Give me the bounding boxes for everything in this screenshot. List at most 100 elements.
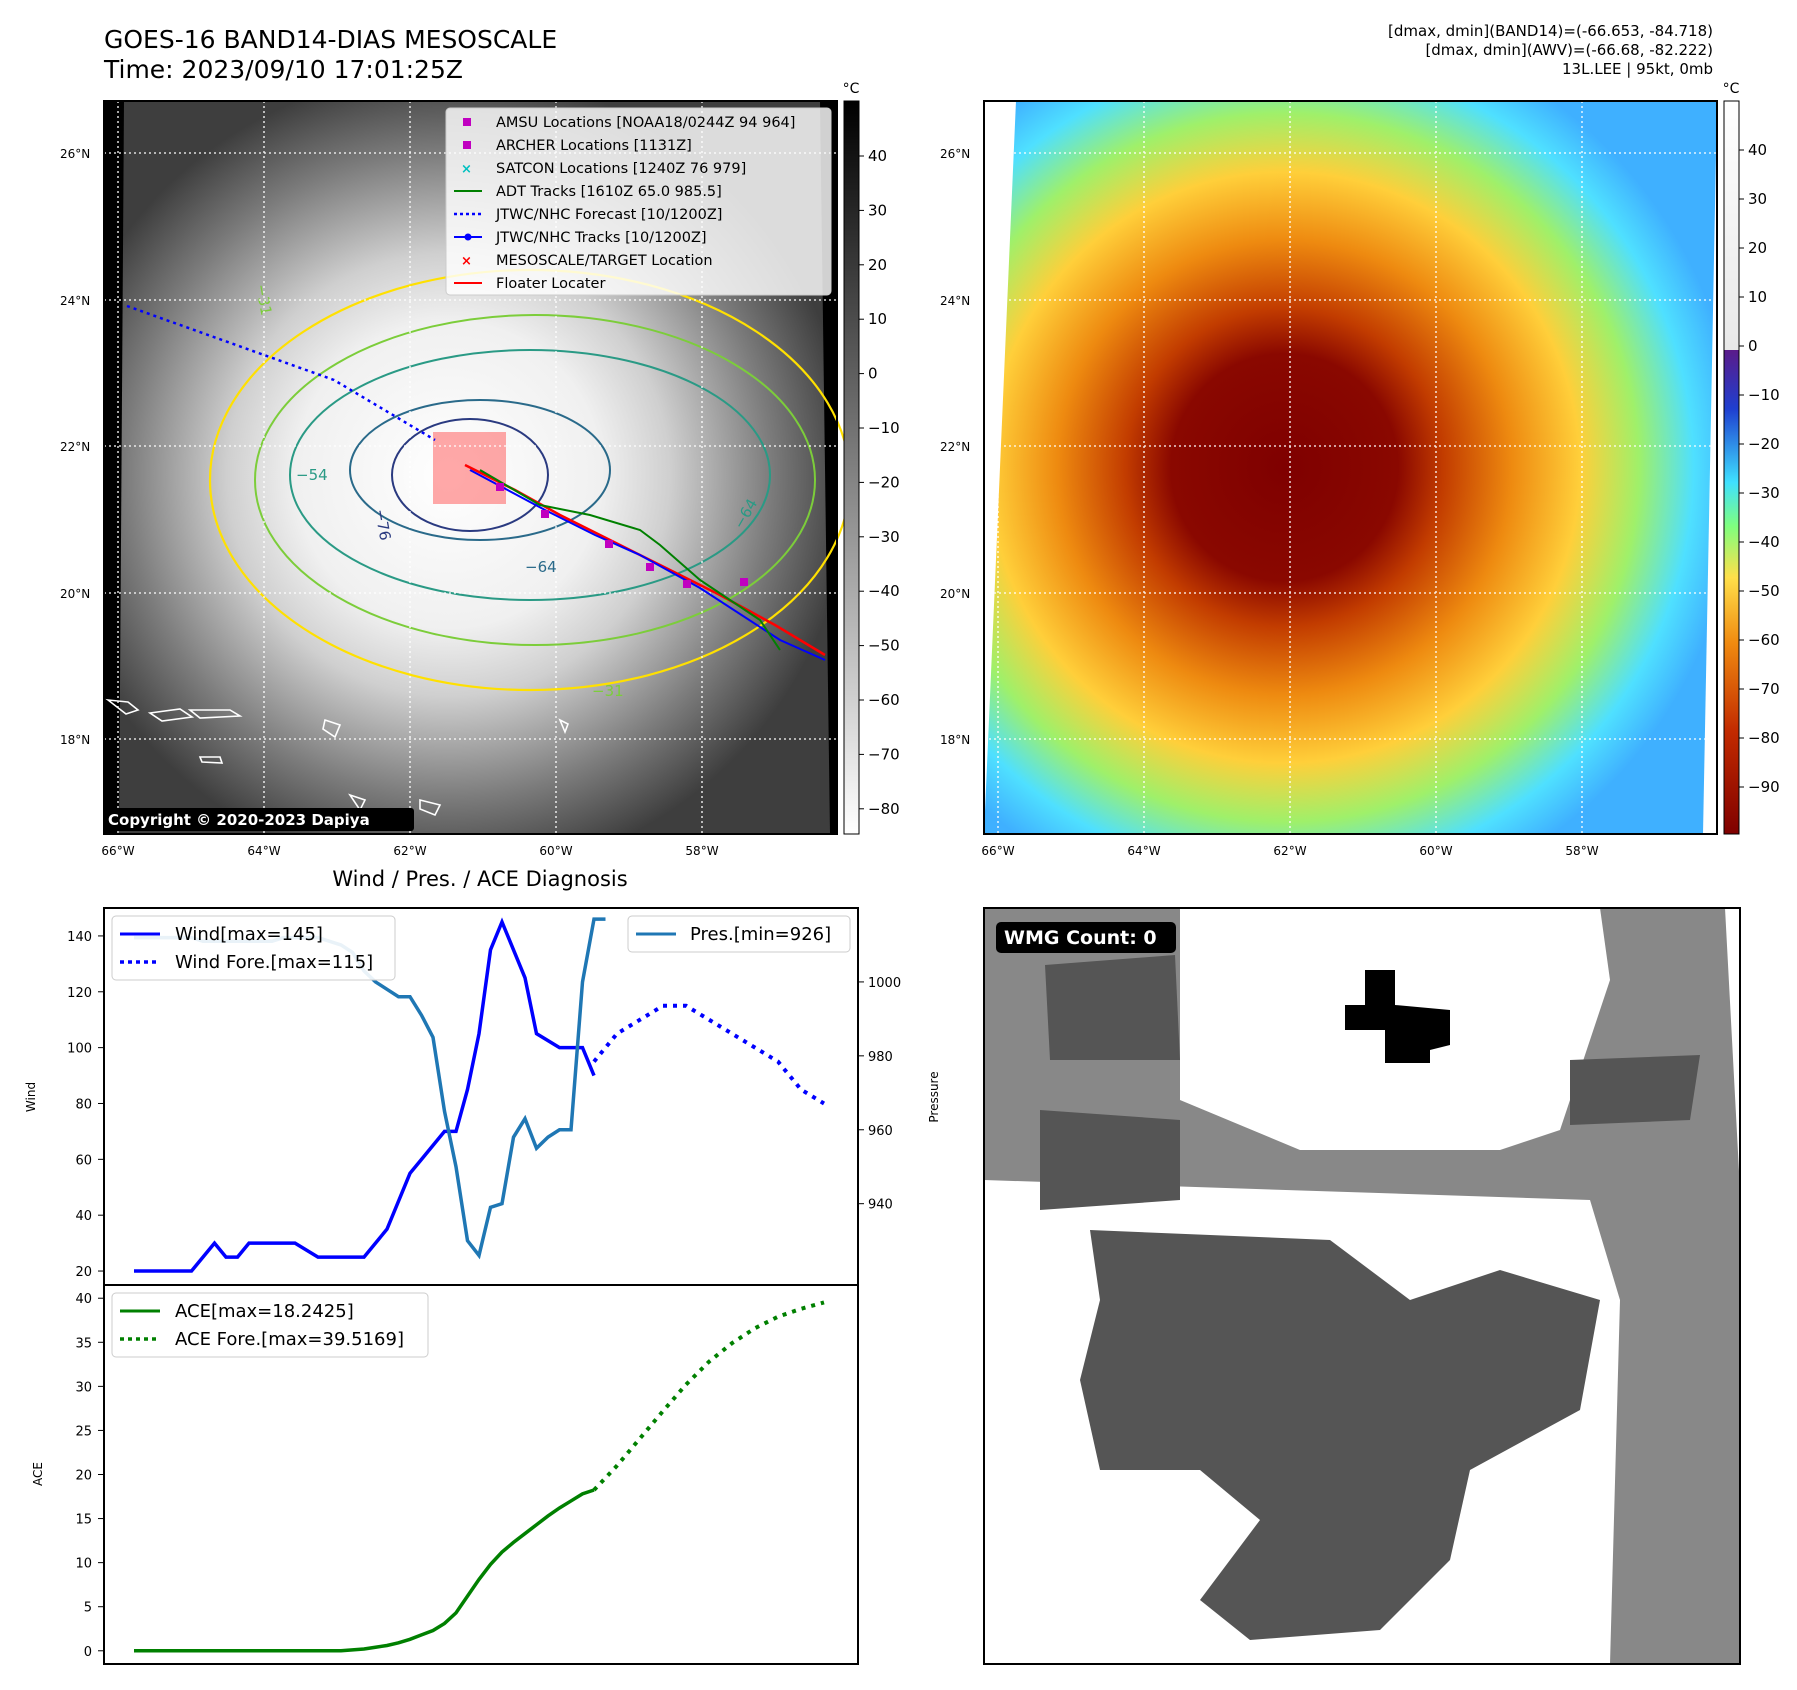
ytick-label: 20 (75, 1469, 92, 1484)
right-map: 26°N 24°N 22°N 20°N 18°N 66°W 64°W 62°W … (940, 81, 1780, 858)
svg-text:66°W: 66°W (981, 844, 1014, 858)
right-map-gridlines (984, 101, 1717, 834)
jtwc-forecast-track (126, 304, 436, 442)
ytick-right-label: 960 (868, 1124, 893, 1139)
title-line-2: Time: 2023/09/10 17:01:25Z (104, 55, 463, 84)
left-map-lat-labels: 26°N 24°N 22°N 20°N 18°N (60, 147, 90, 747)
colorbar-tick-label: 30 (1748, 190, 1767, 208)
svg-text:62°W: 62°W (1273, 844, 1306, 858)
legend-adt: ADT Tracks [1610Z 65.0 985.5] (496, 184, 722, 200)
pressure-legend (627, 915, 851, 953)
legend-ace: ACE[max=18.2425] (175, 1301, 354, 1322)
adt-track (479, 469, 781, 651)
colorbar-tick-label: −40 (1748, 533, 1780, 551)
ytick-label: 5 (84, 1601, 92, 1616)
colorbar-tick-label: −60 (1748, 631, 1780, 649)
svg-text:20°N: 20°N (940, 587, 970, 601)
diagnosis-title: Wind / Pres. / ACE Diagnosis (332, 867, 627, 891)
left-map-frame (103, 100, 838, 835)
svg-text:×: × (461, 254, 472, 269)
colorbar-tick-label: −30 (868, 528, 900, 546)
copyright-label: Copyright © 2020-2023 Dapiya (108, 811, 370, 829)
ytick-label: 40 (75, 1292, 92, 1307)
stats-line-1: [dmax, dmin](BAND14)=(-66.653, -84.718) (1388, 22, 1713, 40)
ytick-label: 60 (75, 1153, 92, 1168)
title-line-1: GOES-16 BAND14-DIAS MESOSCALE (104, 25, 558, 54)
ytick-right-label: 980 (868, 1050, 893, 1065)
colorbar-tick-label: 40 (868, 147, 887, 165)
colorbar-tick-label: −90 (1748, 778, 1780, 796)
ytick-label: 25 (75, 1424, 92, 1439)
coastlines (105, 698, 570, 817)
left-colorbar (843, 100, 860, 835)
colorbar-tick-label: −70 (868, 745, 900, 763)
wmg-field-dark (1040, 955, 1700, 1640)
svg-text:58°W: 58°W (685, 844, 718, 858)
stats-block: [dmax, dmin](BAND14)=(-66.653, -84.718) … (1388, 22, 1713, 79)
wind-legend (111, 915, 396, 981)
series-line-0 (134, 917, 596, 1273)
right-map-lat-labels: 26°N 24°N 22°N 20°N 18°N (940, 147, 970, 747)
ace-chart: ACE 0 5 10 15 20 25 30 35 40 ACE[max=18.2425] AC… (31, 1284, 859, 1665)
wmg-panel: WMG Count: 0 (983, 907, 1741, 1665)
legend-wind-forecast: Wind Fore.[max=115] (175, 952, 373, 973)
wind-pres-chart: Wind / Pres. / ACE Diagnosis Wind Pressu… (24, 867, 941, 1286)
svg-text:20°N: 20°N (60, 587, 90, 601)
stats-line-3: 13L.LEE | 95kt, 0mb (1562, 60, 1713, 78)
legend-satcon: SATCON Locations [1240Z 76 979] (496, 161, 746, 177)
ytick-label: 10 (75, 1557, 92, 1572)
pressure-yticks: 940 960 980 1000 (858, 976, 901, 1213)
stats-line-2: [dmax, dmin](AWV)=(-66.68, -82.222) (1425, 41, 1713, 59)
ytick-label: 40 (75, 1209, 92, 1224)
ytick-label: 80 (75, 1097, 92, 1112)
legend-forecast: JTWC/NHC Forecast [10/1200Z] (495, 207, 722, 223)
colorbar-tick-label: −20 (1748, 435, 1780, 453)
colorbar-tick-label: −80 (1748, 729, 1780, 747)
wind-ylabel: Wind (24, 1082, 38, 1112)
colorbar-tick-label: 10 (1748, 288, 1767, 306)
ace-ylabel: ACE (31, 1462, 45, 1486)
ytick-right-label: 1000 (868, 976, 901, 991)
colorbar-tick-label: 0 (1748, 337, 1758, 355)
contour-label: −54 (296, 466, 328, 484)
wmg-count-label: WMG Count: 0 (1004, 927, 1157, 949)
pressure-ylabel: Pressure (927, 1071, 941, 1122)
colorbar-tick-label: −30 (1748, 484, 1780, 502)
left-map-gridlines (104, 101, 837, 834)
colorbar-tick-label: 20 (868, 256, 887, 274)
svg-text:66°W: 66°W (101, 844, 134, 858)
colorbar-tick-label: −50 (1748, 582, 1780, 600)
right-colorbar (1723, 100, 1740, 835)
svg-text:64°W: 64°W (247, 844, 280, 858)
colorbar-tick-label: −70 (1748, 680, 1780, 698)
left-map-lon-labels: 66°W 64°W 62°W 60°W 58°W (101, 844, 718, 858)
colorbar-tick-label: −10 (868, 419, 900, 437)
colorbar-tick-label: 20 (1748, 239, 1767, 257)
ytick-label: 100 (67, 1042, 92, 1057)
svg-text:22°N: 22°N (940, 440, 970, 454)
figure-title: GOES-16 BAND14-DIAS MESOSCALE Time: 2023… (104, 25, 557, 85)
colorbar-tick-label: −10 (1748, 386, 1780, 404)
ytick-label: 20 (75, 1265, 92, 1280)
contour-green (254, 314, 816, 646)
svg-text:×: × (461, 162, 472, 177)
ytick-label: 30 (75, 1380, 92, 1395)
svg-text:62°W: 62°W (393, 844, 426, 858)
right-map-image (984, 101, 1717, 834)
colorbar-tick-label: −60 (868, 691, 900, 709)
svg-text:26°N: 26°N (60, 147, 90, 161)
ytick-label: 35 (75, 1336, 92, 1351)
legend-target: MESOSCALE/TARGET Location (496, 253, 713, 269)
svg-text:18°N: 18°N (940, 733, 970, 747)
ytick-right-label: 940 (868, 1198, 893, 1213)
svg-text:64°W: 64°W (1127, 844, 1160, 858)
legend-ace-forecast: ACE Fore.[max=39.5169] (175, 1329, 404, 1350)
wmg-cold-cloud (1345, 970, 1450, 1063)
right-map-lon-labels: 66°W 64°W 62°W 60°W 58°W (981, 844, 1598, 858)
colorbar-tick-label: −50 (868, 637, 900, 655)
ytick-label: 140 (67, 930, 92, 945)
colorbar-tick-label: 0 (868, 365, 878, 383)
svg-text:58°W: 58°W (1565, 844, 1598, 858)
left-map-legend: AMSU Locations [NOAA18/0244Z 94 964] ARC… (445, 107, 832, 296)
ace-yticks: 0 5 10 15 20 25 30 35 40 (75, 1292, 104, 1660)
